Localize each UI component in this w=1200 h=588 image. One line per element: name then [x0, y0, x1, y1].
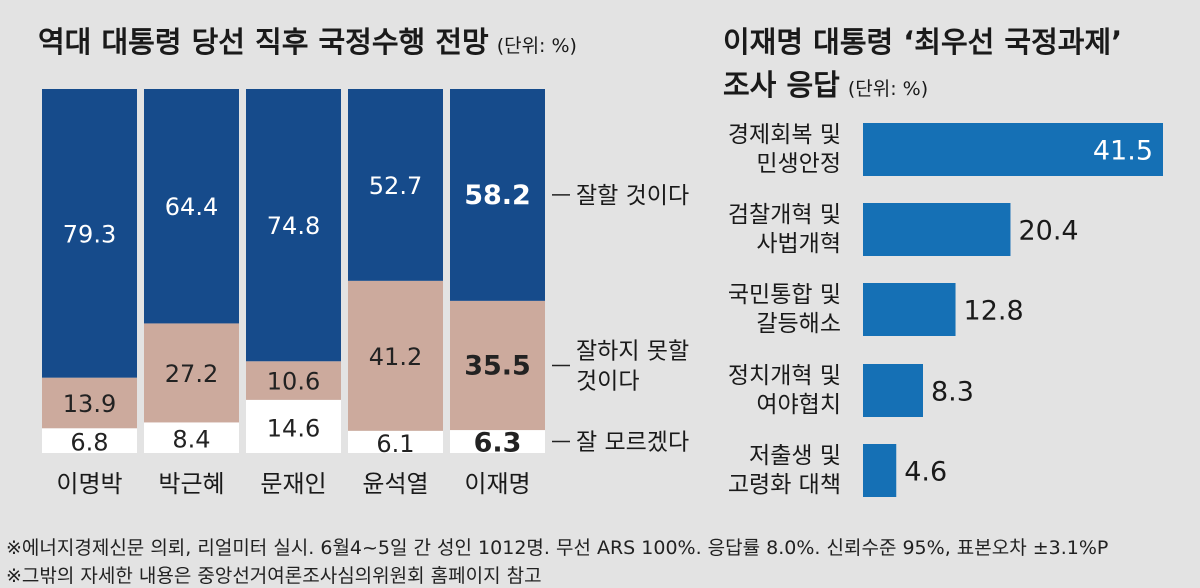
hbar-category-label: 정치개혁 및 여야협치: [728, 363, 841, 418]
hbar: [863, 283, 956, 336]
category-label: 문재인: [260, 470, 326, 498]
bar-value-label: 58.2: [464, 180, 531, 211]
hbar-category-label: 국민통합 및 갈등해소: [728, 282, 841, 337]
bar-segment: [348, 89, 443, 281]
hbar: [863, 364, 923, 417]
legend-label: 잘 모르겠다: [576, 430, 689, 456]
bar-segment: [246, 399, 341, 453]
bar-value-label: 10.6: [267, 368, 320, 396]
hbar-value-label: 12.8: [964, 296, 1024, 327]
footnote-survey-info: ※에너지경제신문 의뢰, 리얼미터 실시. 6월4~5일 간 성인 1012명.…: [6, 537, 1109, 559]
bar-segment: [246, 89, 341, 362]
footnote-reference: ※그밖의 자세한 내용은 중앙선거여론조사심의위원회 홈페이지 참고: [6, 565, 542, 587]
bar-value-label: 52.7: [369, 172, 422, 200]
bar-value-label: 14.6: [267, 414, 320, 442]
right-chart-title: 이재명 대통령 ‘최우선 국정과제’ 조사 응답 (단위: %): [723, 25, 1122, 102]
left-chart-title: 역대 대통령 당선 직후 국정수행 전망 (단위: %): [38, 25, 577, 59]
horizontal-bar-area: 경제회복 및 민생안정 41.5 검찰개혁 및 사법개혁 20.4 국민통합 및 갈등해소 12…: [728, 122, 1163, 498]
stacked-bar-legend: 잘 모르겠다 잘하지 못할 것이다 잘할 것이다: [552, 183, 689, 456]
bar-segment: [144, 323, 239, 423]
bar-segment: [144, 89, 239, 324]
hbar-value-label: 4.6: [904, 457, 947, 488]
bar-segment: [144, 422, 239, 453]
bar-value-label: 41.2: [369, 343, 422, 371]
left-chart-title-text: 역대 대통령 당선 직후 국정수행 전망: [38, 25, 489, 59]
bar-value-label: 74.8: [267, 212, 320, 240]
left-chart-unit: (단위: %): [497, 35, 577, 57]
hbar-value-label: 20.4: [1018, 216, 1078, 247]
bar-value-label: 6.8: [70, 429, 108, 457]
bar-value-label: 35.5: [464, 350, 531, 381]
bar-value-label: 6.1: [376, 430, 414, 458]
hbar-category-label: 검찰개혁 및 사법개혁: [728, 202, 841, 257]
bar-value-label: 13.9: [63, 390, 116, 418]
bar-value-label: 64.4: [165, 193, 218, 221]
stacked-bar-category-labels: 이명박 박근혜 문재인 윤석열 이재명: [56, 470, 530, 498]
right-chart-title-line: 이재명 대통령 ‘최우선 국정과제’: [723, 25, 1122, 59]
category-label: 윤석열: [362, 470, 428, 498]
category-label: 이명박: [56, 470, 122, 498]
bar-value-label: 27.2: [165, 360, 218, 388]
bar-segment: [42, 89, 137, 378]
category-label: 박근혜: [158, 470, 224, 498]
hbar-category-label: 경제회복 및 민생안정: [728, 122, 841, 177]
bar-segment: [246, 361, 341, 400]
bar-value-label: 6.3: [474, 428, 522, 459]
hbar: [863, 123, 1163, 176]
hbar: [863, 444, 897, 497]
hbar: [863, 203, 1011, 256]
bar-segment: [348, 430, 443, 453]
bar-segment: [348, 280, 443, 431]
hbar-value-label: 8.3: [931, 377, 974, 408]
bar-value-label: 79.3: [63, 220, 116, 248]
bar-segment: [42, 428, 137, 453]
bar-segment: [450, 430, 545, 453]
legend-label: 잘하지 못할 것이다: [576, 338, 689, 394]
bar-segment: [450, 89, 545, 301]
stacked-bar-area: 6.8 13.9 79.3 8.4 27.2 64.4 14.6 10.6 74.8 6.1 41.…: [42, 89, 545, 459]
bar-segment: [42, 377, 137, 429]
hbar-category-label: 저출생 및 고령화 대책: [728, 443, 841, 498]
bar-value-label: 8.4: [172, 426, 210, 454]
hbar-value-label: 41.5: [1093, 136, 1153, 167]
right-chart-title-line: 조사 응답 (단위: %): [723, 68, 928, 102]
bar-segment: [450, 300, 545, 431]
legend-label: 잘할 것이다: [576, 183, 689, 209]
category-label: 이재명: [464, 470, 530, 498]
